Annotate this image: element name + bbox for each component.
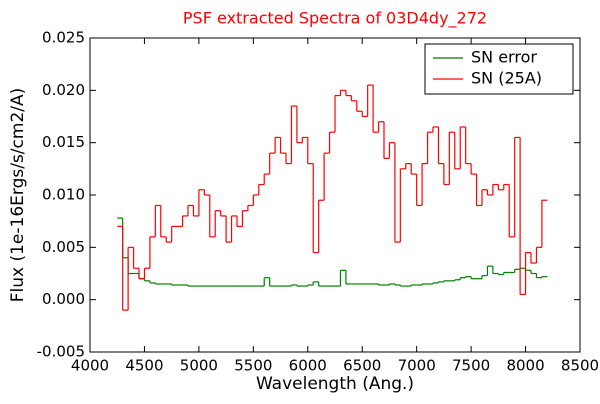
legend-label: SN error [471, 48, 537, 67]
x-axis-label: Wavelength (Ang.) [256, 374, 414, 394]
x-tick-label: 8000 [506, 357, 544, 375]
x-tick-label: 6500 [343, 357, 381, 375]
legend-box [424, 43, 574, 95]
x-tick-label: 4500 [125, 357, 163, 375]
y-tick-label: 0.005 [42, 238, 85, 256]
x-tick-label: 5500 [234, 357, 272, 375]
y-tick-label: 0.010 [42, 186, 85, 204]
x-tick-label: 5000 [180, 357, 218, 375]
x-tick-label: 7500 [452, 357, 490, 375]
plot-frame [89, 37, 581, 353]
x-tick-label: 8500 [561, 357, 599, 375]
y-tick-label: 0.020 [42, 81, 85, 99]
y-tick-label: 0.015 [42, 133, 85, 151]
y-tick-label: -0.005 [37, 343, 85, 361]
chart-title: PSF extracted Spectra of 03D4dy_272 [183, 9, 487, 29]
x-tick-label: 4000 [71, 357, 109, 375]
y-axis-label: Flux (1e-16Ergs/s/cm2/A) [8, 88, 28, 303]
x-tick-label: 6000 [289, 357, 327, 375]
y-tick-label: 0.025 [42, 29, 85, 47]
y-tick-label: 0.000 [42, 290, 85, 308]
x-tick-label: 7000 [398, 357, 436, 375]
legend-label: SN (25A) [471, 69, 542, 88]
